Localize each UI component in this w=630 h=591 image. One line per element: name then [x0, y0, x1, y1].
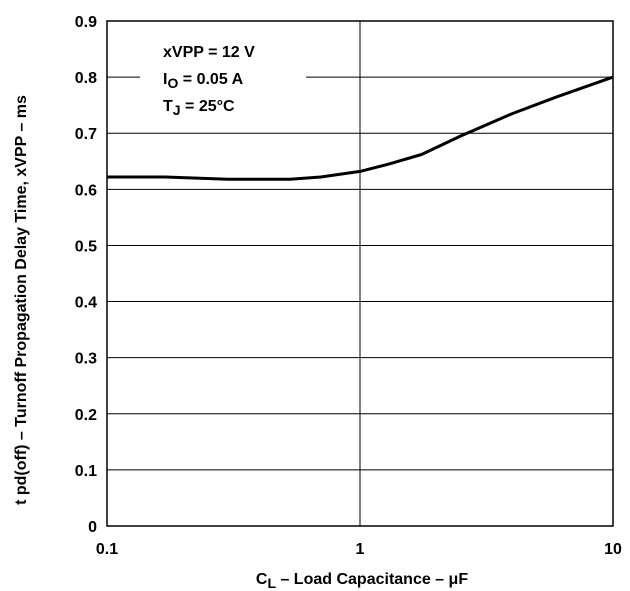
- y-tick-label-0: 0: [88, 519, 97, 536]
- y-tick-label-9: 0.9: [75, 14, 97, 31]
- y-tick-label-8: 0.8: [75, 70, 97, 87]
- annotation-line-1: xVPP = 12 V: [163, 44, 255, 61]
- y-tick-label-5: 0.5: [75, 238, 97, 255]
- plot-frame: [106, 20, 614, 527]
- y-tick-labels: 0 0.1 0.2 0.3 0.4 0.5 0.6 0.7 0.8 0.9: [75, 14, 97, 536]
- x-tick-label-1: 1: [356, 541, 365, 558]
- annotation-background: [140, 34, 306, 128]
- y-tick-label-7: 0.7: [75, 126, 97, 143]
- annotation-line-3: TJ = 25°C: [163, 98, 235, 118]
- annotation-line-2: IO = 0.05 A: [163, 71, 244, 91]
- x-tick-labels: 0.1 1 10: [96, 541, 622, 558]
- x-tick-label-0: 0.1: [96, 541, 118, 558]
- x-axis-label: CL – Load Capacitance – μF: [256, 571, 468, 591]
- series-line: [107, 75, 614, 181]
- x-tick-label-2: 10: [604, 541, 622, 558]
- y-tick-label-1: 0.1: [75, 463, 97, 480]
- y-tick-label-3: 0.3: [75, 351, 97, 368]
- y-axis-label: t pd(off) – Turnoff Propagation Delay Ti…: [13, 95, 30, 505]
- y-tick-label-4: 0.4: [75, 295, 97, 312]
- y-tick-label-6: 0.6: [75, 182, 97, 199]
- y-tick-label-2: 0.2: [75, 407, 97, 424]
